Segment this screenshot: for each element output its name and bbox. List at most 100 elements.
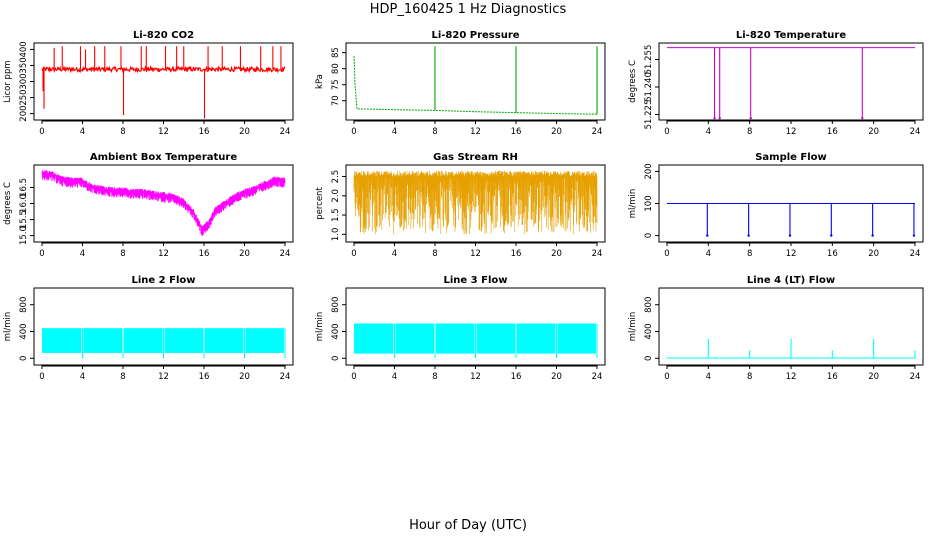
x-tick-label: 4 xyxy=(392,372,397,382)
x-tick-label: 24 xyxy=(592,372,603,382)
x-tick-label: 0 xyxy=(664,249,669,259)
x-tick-label: 0 xyxy=(351,127,356,137)
x-axis-label: Hour of Day (UTC) xyxy=(409,518,527,533)
x-tick-label: 24 xyxy=(280,127,291,137)
x-tick-label: 0 xyxy=(351,372,356,382)
y-tick-label: 200 xyxy=(644,163,654,179)
dip-point xyxy=(912,234,916,237)
y-axis-label: kPa xyxy=(315,74,325,89)
x-tick-label: 24 xyxy=(910,127,921,137)
y-tick-label: 16.5 xyxy=(19,178,29,197)
y-tick-label: 2.0 xyxy=(331,189,341,203)
y-axis-label: ml/min xyxy=(628,189,638,219)
panel-2: Li-820 Temperature degrees C 0 4 8 12 16 20 24 51… xyxy=(628,30,924,137)
x-tick-label: 24 xyxy=(592,249,603,259)
x-tick-label: 0 xyxy=(39,249,44,259)
dip-point xyxy=(830,234,833,237)
x-tick-label: 20 xyxy=(239,127,250,137)
x-tick-label: 24 xyxy=(280,372,291,382)
y-axis-label: degrees C xyxy=(3,182,13,225)
x-tick-label: 0 xyxy=(39,372,44,382)
x-tick-label: 12 xyxy=(786,372,797,382)
panel-5: Sample Flow ml/min 0 4 8 12 16 20 24 0 100 200 xyxy=(628,152,924,259)
x-tick-label: 8 xyxy=(747,127,752,137)
y-tick-label: 400 xyxy=(331,323,341,339)
y-tick-label: 51.240 xyxy=(644,72,654,102)
x-tick-label: 24 xyxy=(280,249,291,259)
flow-band-segment xyxy=(42,328,82,353)
panel-frame xyxy=(345,42,606,121)
y-tick-label: 200 xyxy=(19,105,29,121)
panel-3: Ambient Box Temperature degrees C 0 4 8 12 16 2… xyxy=(3,152,294,259)
panel-title: Ambient Box Temperature xyxy=(90,152,237,163)
panel-title: Gas Stream RH xyxy=(433,152,518,163)
y-tick-label: 400 xyxy=(644,323,654,339)
y-tick-label: 250 xyxy=(19,89,29,105)
y-tick-label: 15.0 xyxy=(19,226,29,245)
y-tick-label: 75 xyxy=(331,79,341,90)
x-tick-label: 8 xyxy=(120,249,125,259)
flow-band-segment xyxy=(557,323,596,354)
x-tick-label: 0 xyxy=(351,249,356,259)
panel-8: Line 4 (LT) Flow ml/min 0 4 8 12 16 20 24 0 400 800 xyxy=(628,275,924,382)
x-tick-label: 12 xyxy=(158,249,169,259)
y-axis-label: Licor ppm xyxy=(3,60,13,102)
y-tick-label: 51.225 xyxy=(644,100,654,130)
y-tick-label: 800 xyxy=(331,297,341,313)
y-tick-label: 1.0 xyxy=(331,228,341,242)
series-ambient-temp xyxy=(41,169,286,236)
x-tick-label: 16 xyxy=(511,249,522,259)
x-tick-label: 16 xyxy=(827,249,838,259)
x-tick-label: 4 xyxy=(392,249,397,259)
dip-point xyxy=(706,234,709,237)
y-tick-label: 85 xyxy=(331,47,341,58)
dip-point xyxy=(718,116,721,120)
series-baseline xyxy=(41,64,286,74)
x-tick-label: 12 xyxy=(158,127,169,137)
panel-title: Line 2 Flow xyxy=(132,275,196,286)
y-tick-label: 400 xyxy=(19,41,29,57)
series-pressure xyxy=(353,55,598,115)
x-tick-label: 16 xyxy=(199,249,210,259)
y-axis-label: ml/min xyxy=(3,312,13,342)
flow-band-segment xyxy=(354,323,394,354)
panel-frame xyxy=(658,42,924,121)
x-tick-label: 0 xyxy=(664,127,669,137)
x-tick-label: 20 xyxy=(868,372,879,382)
dip-point xyxy=(713,116,716,120)
flow-band-segment xyxy=(164,328,203,353)
y-tick-label: 0 xyxy=(644,356,654,361)
x-tick-label: 20 xyxy=(551,249,562,259)
panel-title: Li-820 CO2 xyxy=(133,30,194,41)
x-tick-label: 8 xyxy=(747,372,752,382)
x-tick-label: 20 xyxy=(551,372,562,382)
x-tick-label: 8 xyxy=(120,372,125,382)
x-tick-label: 8 xyxy=(432,249,437,259)
x-tick-label: 8 xyxy=(432,372,437,382)
panel-frame xyxy=(33,42,294,121)
x-tick-label: 12 xyxy=(470,372,481,382)
panel-1: Li-820 Pressure kPa 0 4 8 12 16 20 24 70 75 80 85 xyxy=(315,30,606,137)
y-axis-label: percent xyxy=(315,187,325,220)
x-tick-label: 20 xyxy=(551,127,562,137)
x-tick-label: 12 xyxy=(786,249,797,259)
x-tick-label: 24 xyxy=(592,127,603,137)
flow-band-segment xyxy=(436,323,475,354)
x-tick-label: 4 xyxy=(706,249,711,259)
flow-band-segment xyxy=(245,328,284,353)
y-tick-label: 80 xyxy=(331,63,341,74)
x-tick-label: 4 xyxy=(706,127,711,137)
x-tick-label: 8 xyxy=(432,127,437,137)
x-tick-label: 16 xyxy=(511,127,522,137)
y-tick-label: 2.5 xyxy=(331,170,341,184)
flow-band-segment xyxy=(124,328,163,353)
y-tick-label: 300 xyxy=(19,73,29,89)
x-tick-label: 4 xyxy=(80,372,85,382)
flow-band-segment xyxy=(476,323,515,354)
y-axis-label: ml/min xyxy=(315,312,325,342)
y-tick-label: 1.5 xyxy=(331,208,341,222)
x-tick-label: 20 xyxy=(868,249,879,259)
x-tick-label: 24 xyxy=(910,249,921,259)
x-tick-label: 8 xyxy=(747,249,752,259)
